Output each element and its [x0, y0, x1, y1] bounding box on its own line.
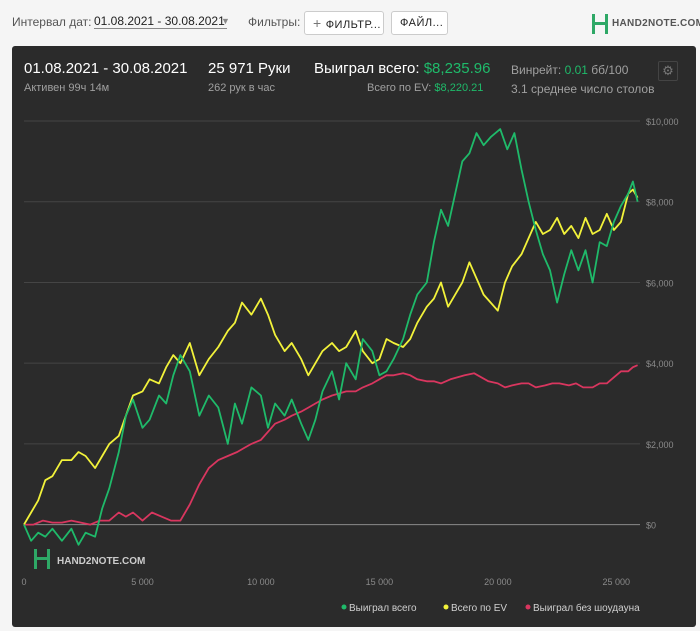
hand2note-logo-icon[interactable] — [591, 13, 609, 35]
logo-text: HAND2NOTE.COM — [612, 18, 700, 29]
y-tick-label: $4,000 — [646, 359, 674, 369]
file-button[interactable]: ФАЙЛ... — [391, 11, 448, 35]
y-tick-label: $6,000 — [646, 278, 674, 288]
y-tick-label: $2,000 — [646, 440, 674, 450]
hands-per-hour: 262 рук в час — [208, 82, 276, 94]
watermark-text: HAND2NOTE.COM — [57, 556, 145, 567]
x-tick-label: 10 000 — [247, 577, 275, 587]
winrate-label: Винрейт: — [511, 63, 562, 77]
chart-lines — [23, 128, 639, 546]
avg-tables: 3.1 среднее число столов — [511, 82, 655, 96]
filter-button-label: ФИЛЬТР... — [325, 19, 381, 31]
series-line — [23, 128, 639, 546]
won-total-label: Выиграл всего: — [314, 60, 420, 77]
ev-value: $8,220.21 — [434, 82, 484, 94]
chevron-down-icon[interactable]: ▼ — [221, 16, 230, 26]
series-line — [23, 188, 639, 526]
x-tick-label: 20 000 — [484, 577, 512, 587]
legend-label[interactable]: Выиграл всего — [349, 603, 417, 614]
top-toolbar: Интервал дат: 01.08.2021 - 30.08.2021 ▼ … — [0, 0, 700, 46]
x-tick-label: 0 — [21, 577, 26, 587]
winrate-value: 0.01 — [564, 63, 588, 77]
x-tick-label: 15 000 — [366, 577, 394, 587]
filters-label: Фильтры: — [248, 15, 301, 29]
chart-legend: Выиграл всего Всего по EV Выиграл без шоуд… — [341, 602, 640, 614]
y-tick-label: $0 — [646, 521, 656, 531]
active-time: Активен 99ч 14м — [24, 82, 110, 94]
y-tick-label: $8,000 — [646, 198, 674, 208]
profit-chart: HAND2NOTE.COM 0 5 000 10 000 15 000 20 000 25… — [21, 117, 679, 614]
chart-grid — [24, 120, 640, 526]
chart-watermark: HAND2NOTE.COM — [34, 549, 145, 569]
summary-date-range: 01.08.2021 - 30.08.2021 — [24, 60, 188, 77]
winrate: Винрейт: 0.01 бб/100 — [511, 63, 628, 77]
series-line — [24, 364, 638, 526]
gear-icon[interactable]: ⚙ — [658, 61, 678, 81]
legend-marker — [341, 604, 347, 610]
legend-marker — [443, 604, 449, 610]
x-tick-label: 5 000 — [131, 577, 154, 587]
legend-label[interactable]: Выиграл без шоудауна — [533, 602, 640, 614]
date-range-select[interactable]: 01.08.2021 - 30.08.2021 — [94, 14, 227, 29]
x-axis-ticks: 0 5 000 10 000 15 000 20 000 25 000 — [21, 577, 630, 587]
legend-marker — [525, 604, 531, 610]
winrate-unit: бб/100 — [591, 63, 629, 77]
x-tick-label: 25 000 — [603, 577, 631, 587]
filter-button[interactable]: + ФИЛЬТР... — [304, 11, 384, 35]
ev-label: Всего по EV: — [367, 82, 432, 94]
file-button-label: ФАЙЛ... — [400, 17, 444, 29]
interval-label: Интервал дат: — [12, 15, 92, 29]
won-total-value: $8,235.96 — [423, 60, 491, 77]
graph-panel: 01.08.2021 - 30.08.2021 Активен 99ч 14м … — [12, 46, 696, 627]
ev-total: Всего по EV: $8,220.21 — [367, 82, 483, 94]
y-axis-ticks: $0 $2,000 $4,000 $6,000 $8,000 $10,000 — [646, 117, 679, 531]
y-tick-label: $10,000 — [646, 117, 679, 127]
hands-count: 25 971 Руки — [208, 60, 291, 77]
won-total: Выиграл всего: $8,235.96 — [314, 60, 490, 77]
legend-label[interactable]: Всего по EV — [451, 603, 507, 614]
plus-icon: + — [313, 15, 322, 31]
watermark-logo-icon — [34, 549, 50, 569]
